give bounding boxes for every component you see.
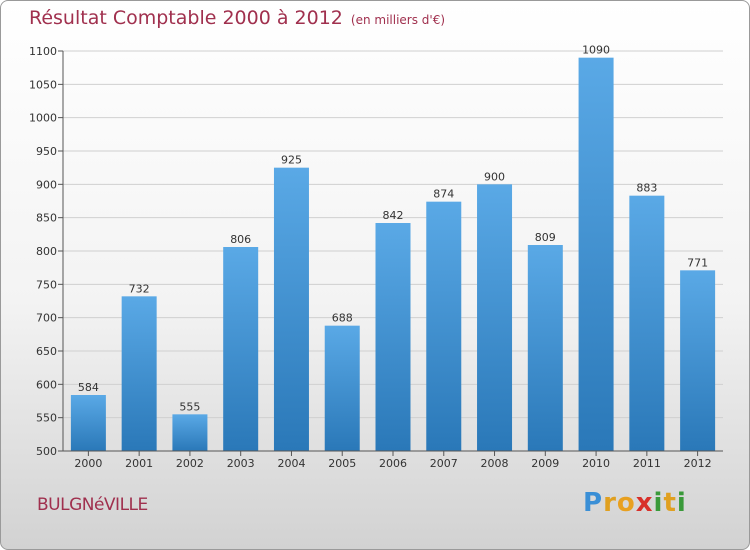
y-axis: 500 550 600 650 700 750 800 850 900 950 1000 1050 11… xyxy=(29,45,64,458)
chart-title: Résultat Comptable 2000 à 2012 (en millie… xyxy=(29,7,445,29)
chart-subtitle: (en milliers d'€) xyxy=(350,13,446,27)
logo-letter: i xyxy=(676,488,687,518)
bar xyxy=(172,414,208,451)
bar-value-label: 809 xyxy=(535,231,556,244)
bar-value-label: 771 xyxy=(687,256,708,269)
bar-value-label: 732 xyxy=(129,282,150,295)
bar xyxy=(121,296,157,451)
logo-letter: i xyxy=(653,488,664,518)
bar xyxy=(680,270,716,451)
y-tick-label: 800 xyxy=(36,245,57,258)
bar-value-label: 874 xyxy=(433,188,454,201)
y-tick-label: 900 xyxy=(36,178,57,191)
bar-value-label: 1090 xyxy=(582,44,610,57)
y-tick-label: 500 xyxy=(36,445,57,458)
commune-name: BULGNéVILLE xyxy=(37,495,148,515)
x-tick-label: 2008 xyxy=(481,457,509,470)
bar-value-label: 555 xyxy=(179,400,200,413)
logo-letter: r xyxy=(603,488,617,518)
bar xyxy=(223,247,259,451)
x-axis: 2000 2001 2002 2003 2004 2005 2006 2007 2008 2009… xyxy=(63,450,723,470)
x-tick-label: 2009 xyxy=(531,457,559,470)
x-tick-label: 2007 xyxy=(430,457,458,470)
x-tick-label: 2003 xyxy=(227,457,255,470)
logo-letter: o xyxy=(616,488,636,518)
x-tick-label: 2000 xyxy=(74,457,102,470)
bar xyxy=(629,195,665,451)
y-tick-label: 950 xyxy=(36,145,57,158)
bar-value-label: 883 xyxy=(636,182,657,195)
x-tick-label: 2001 xyxy=(125,457,153,470)
bar-value-label: 584 xyxy=(78,381,99,394)
y-tick-label: 750 xyxy=(36,278,57,291)
y-tick-label: 850 xyxy=(36,212,57,225)
x-tick-label: 2010 xyxy=(582,457,610,470)
bar xyxy=(578,57,614,452)
x-tick-label: 2011 xyxy=(633,457,661,470)
bar xyxy=(426,201,462,451)
logo-letter: t xyxy=(663,488,677,518)
bar-value-label: 900 xyxy=(484,170,505,183)
bar xyxy=(527,245,563,451)
bars: 584 732 555 806 925 688 842 874 900 809 1090 883 771 xyxy=(70,44,716,452)
logo-letter: x xyxy=(635,488,654,518)
x-tick-label: 2005 xyxy=(328,457,356,470)
y-tick-label: 600 xyxy=(36,378,57,391)
bar-value-label: 925 xyxy=(281,154,302,167)
bar-value-label: 806 xyxy=(230,233,251,246)
logo-letter: P xyxy=(583,488,604,518)
chart-title-text: Résultat Comptable 2000 à 2012 xyxy=(29,7,343,29)
y-tick-label: 700 xyxy=(36,312,57,325)
bar xyxy=(70,395,106,451)
bar-value-label: 688 xyxy=(332,312,353,325)
x-tick-label: 2006 xyxy=(379,457,407,470)
bar xyxy=(477,184,513,452)
y-tick-label: 550 xyxy=(36,412,57,425)
bar xyxy=(273,167,309,451)
x-tick-label: 2004 xyxy=(277,457,305,470)
y-tick-label: 1000 xyxy=(29,112,57,125)
x-tick-label: 2002 xyxy=(176,457,204,470)
x-tick-label: 2012 xyxy=(684,457,712,470)
proxiti-logo: Proxiti xyxy=(583,488,687,518)
y-tick-label: 1050 xyxy=(29,78,57,91)
y-tick-label: 1100 xyxy=(29,45,57,58)
bar-value-label: 842 xyxy=(383,209,404,222)
bar xyxy=(324,325,360,451)
y-tick-label: 650 xyxy=(36,345,57,358)
bar xyxy=(375,223,411,451)
